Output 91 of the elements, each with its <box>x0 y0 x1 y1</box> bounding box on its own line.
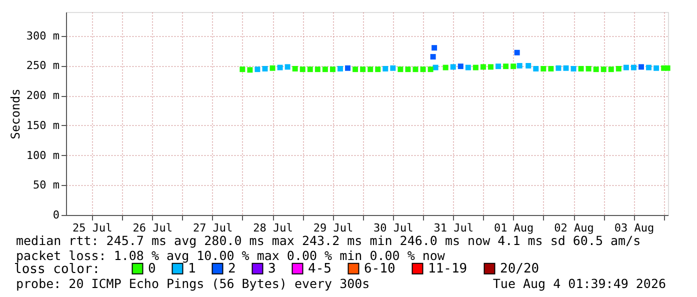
point <box>405 66 411 72</box>
point <box>240 66 246 72</box>
y-tick-label: 0 <box>52 208 60 222</box>
point <box>593 66 599 72</box>
point <box>338 66 343 72</box>
point <box>330 66 336 72</box>
point <box>428 66 434 72</box>
point <box>526 62 532 68</box>
x-tick-label: 25 Jul <box>72 222 112 234</box>
point <box>450 64 456 70</box>
legend-label: 3 <box>268 262 276 277</box>
y-tick-label: 200 m <box>26 89 60 102</box>
point <box>616 66 622 72</box>
point <box>442 64 448 70</box>
point <box>360 66 366 72</box>
point <box>533 66 539 72</box>
x-tick-label: 28 Jul <box>253 222 293 234</box>
point <box>586 66 592 72</box>
point <box>664 65 670 71</box>
point <box>270 65 276 71</box>
text: probe: 20 ICMP Echo Pings (56 Bytes) every 300s <box>16 276 370 291</box>
point <box>472 64 478 70</box>
x-tick-label: 01 Aug <box>494 222 534 234</box>
y-tick-label: 150 m <box>26 118 60 132</box>
point <box>345 65 351 71</box>
point <box>284 64 290 70</box>
y-tick-label: 50 m <box>33 178 60 192</box>
point <box>563 65 569 71</box>
legend-label: 4-5 <box>308 262 332 277</box>
point <box>292 66 298 72</box>
x-tick-label: 27 Jul <box>192 222 233 234</box>
point <box>578 66 584 72</box>
y-axis-title: Seconds <box>8 88 22 140</box>
point <box>368 66 374 72</box>
x-tick-label: 03 Aug <box>614 222 654 234</box>
point <box>432 64 438 70</box>
point <box>488 64 494 70</box>
point <box>430 54 436 60</box>
legend-label: 1 <box>188 262 196 277</box>
point <box>496 64 502 70</box>
point <box>638 64 644 70</box>
point <box>432 45 438 51</box>
point <box>277 64 283 70</box>
point <box>503 64 509 70</box>
point <box>314 66 320 72</box>
text: median rtt: 245.7 ms avg 280.0 ms max 243.2 ms min 246.0 ms now 4.1 ms sd 60.5 am/s <box>16 233 641 248</box>
x-tick-label: 02 Aug <box>554 222 594 234</box>
legend-title: loss color: <box>14 262 100 277</box>
point <box>646 64 652 70</box>
point <box>390 65 396 71</box>
point <box>352 66 358 72</box>
y-tick-label: 100 m <box>26 148 60 162</box>
point <box>420 66 426 72</box>
legend-label: 20/20 <box>500 262 540 277</box>
point <box>548 66 554 72</box>
x-tick-label: 29 Jul <box>313 222 354 234</box>
legend-label: 0 <box>148 262 156 277</box>
point <box>465 64 471 70</box>
point <box>398 66 404 72</box>
point <box>514 50 520 56</box>
point <box>247 67 253 73</box>
text: packet loss: 1.08 % avg 10.00 % max 0.00 % min 0.00 % now <box>16 248 446 263</box>
x-tick-label: 31 Jul <box>434 222 474 234</box>
point <box>480 64 486 70</box>
legend-label: 6-10 <box>364 262 396 277</box>
point <box>458 64 464 70</box>
point <box>307 66 313 72</box>
point <box>556 65 562 71</box>
point <box>375 66 381 72</box>
point <box>540 66 546 72</box>
legend-label: 2 <box>228 262 236 277</box>
y-tick-label: 300 m <box>26 29 60 42</box>
point <box>623 64 629 70</box>
y-tick-label: 250 m <box>26 59 60 72</box>
point <box>300 66 306 72</box>
point <box>516 62 522 68</box>
point <box>608 66 614 72</box>
point <box>630 64 636 70</box>
point <box>600 66 606 72</box>
point <box>382 66 388 72</box>
point <box>570 66 576 72</box>
point <box>322 66 328 72</box>
point <box>254 66 260 72</box>
x-tick-label: 26 Jul <box>132 222 172 234</box>
point <box>510 64 516 70</box>
point <box>654 65 660 71</box>
point <box>412 66 418 72</box>
x-tick-label: 30 Jul <box>374 222 414 234</box>
legend-label: 11-19 <box>428 262 468 277</box>
point <box>262 66 268 72</box>
text: Tue Aug 4 01:39:49 2026 <box>492 276 666 291</box>
